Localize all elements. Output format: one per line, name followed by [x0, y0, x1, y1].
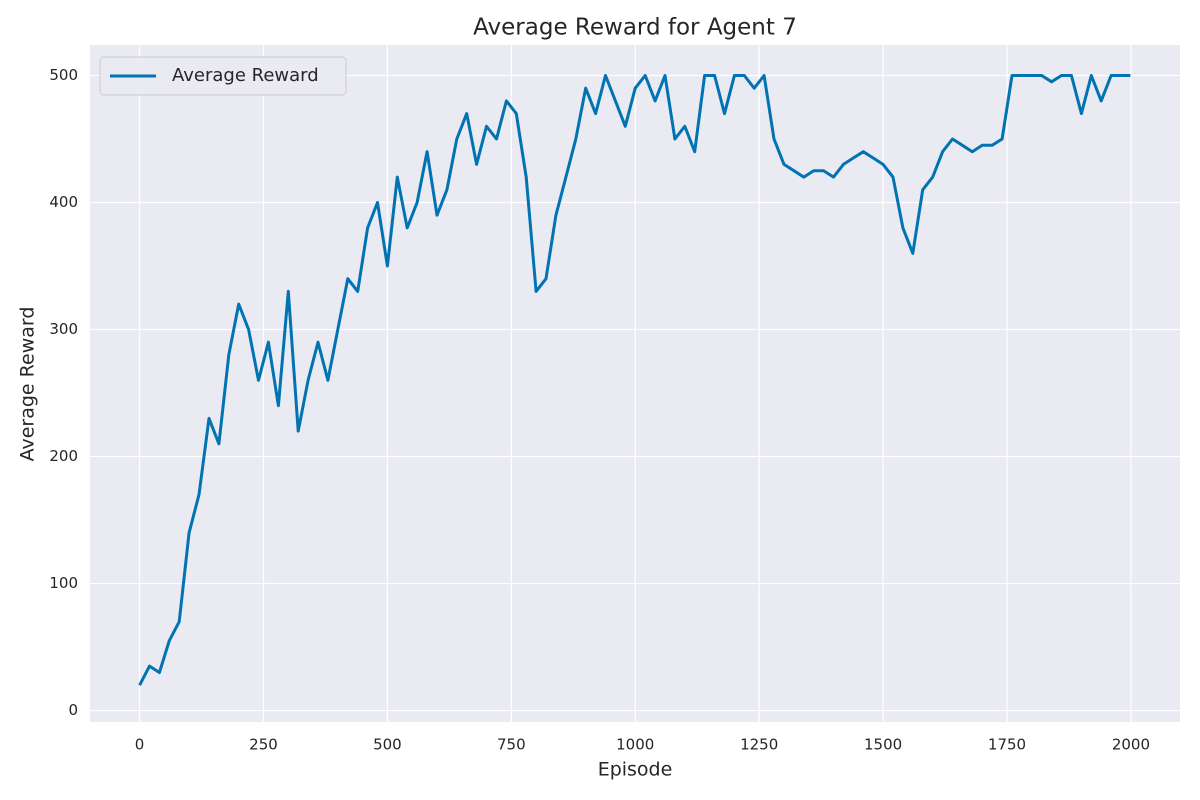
y-axis-label: Average Reward	[17, 307, 39, 462]
y-tick-label: 500	[49, 66, 78, 84]
x-tick-label: 250	[249, 736, 278, 754]
y-tick-label: 0	[68, 701, 78, 719]
x-tick-label: 500	[373, 736, 402, 754]
legend-label: Average Reward	[172, 65, 319, 86]
chart-title: Average Reward for Agent 7	[473, 15, 797, 41]
x-axis-label: Episode	[598, 759, 673, 781]
x-tick-label: 750	[497, 736, 526, 754]
legend-box	[99, 56, 347, 96]
x-tick-label: 2000	[1112, 736, 1150, 754]
y-tick-label: 200	[49, 447, 78, 465]
x-tick-label: 1000	[616, 736, 654, 754]
y-tick-label: 400	[49, 193, 78, 211]
x-tick-label: 1500	[864, 736, 902, 754]
x-tick-label: 0	[135, 736, 145, 754]
x-tick-label: 1250	[740, 736, 778, 754]
y-tick-label: 300	[49, 320, 78, 338]
y-tick-label: 100	[49, 574, 78, 592]
x-tick-label: 1750	[988, 736, 1026, 754]
data-line	[138, 74, 1131, 686]
